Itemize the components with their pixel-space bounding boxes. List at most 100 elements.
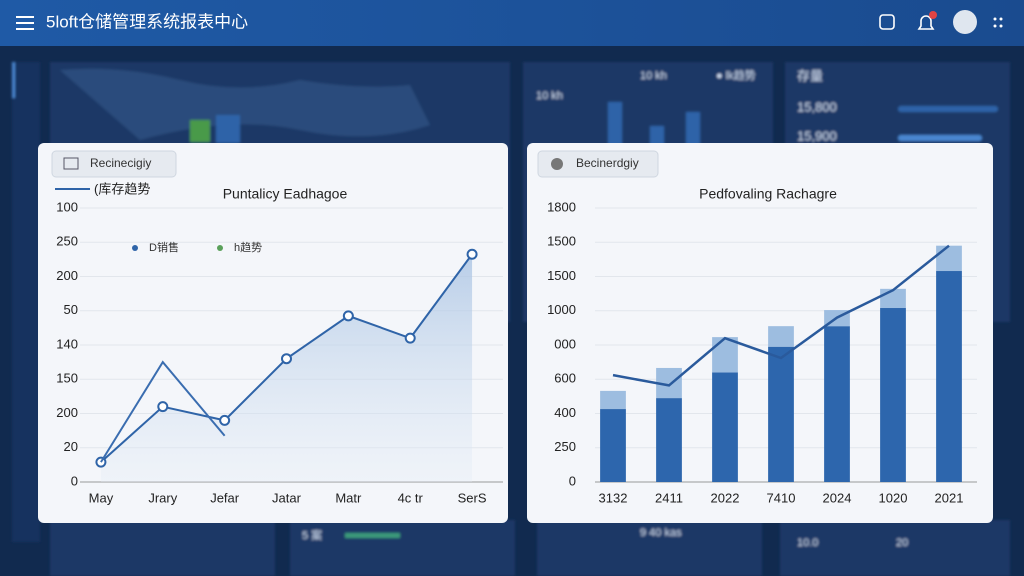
tab-label: Recinecigiy (90, 156, 151, 170)
app-title: 5loft仓储管理系统报表中心 (46, 12, 248, 31)
bg-text: 20 (896, 537, 908, 549)
y-tick-label: 0 (569, 473, 576, 488)
tab-label: Becinerdgiy (576, 156, 639, 170)
bar (880, 308, 906, 482)
bg-bar (608, 102, 622, 147)
screen-icon[interactable] (879, 14, 895, 30)
bar (936, 271, 962, 482)
x-tick-label: 2024 (823, 490, 852, 505)
map-block (190, 120, 210, 142)
panel (50, 520, 275, 576)
avatar[interactable] (953, 10, 977, 34)
x-tick-label: 7410 (767, 490, 796, 505)
bg-bar (650, 126, 664, 147)
bar (656, 398, 682, 482)
y-tick-label: 50 (64, 302, 78, 317)
y-tick-label: 1800 (547, 199, 576, 214)
y-tick-label: 400 (554, 405, 576, 420)
y-tick-label: 140 (56, 336, 78, 351)
bar (600, 409, 626, 482)
more-icon[interactable] (993, 17, 1003, 28)
point (466, 248, 478, 260)
point (157, 401, 169, 413)
sidebar (12, 62, 40, 542)
tab-icon (551, 158, 563, 170)
badge (929, 11, 937, 19)
x-tick-label: SerS (458, 490, 487, 505)
bg-text: 5 案 (302, 528, 322, 542)
point (219, 414, 231, 426)
y-tick-label: 1500 (547, 234, 576, 249)
point (281, 353, 292, 365)
y-tick-label: 1500 (547, 268, 576, 283)
bar (712, 337, 738, 373)
bg-text: 9 40 kas (640, 527, 682, 539)
bg-text: 10 kh (640, 70, 667, 82)
bg-text: 10.0 (797, 537, 818, 549)
progress (898, 135, 982, 141)
y-tick-label: 1000 (547, 302, 576, 317)
x-tick-label: Jrary (148, 490, 177, 505)
map-block (216, 115, 240, 143)
menu-icon[interactable] (16, 16, 34, 30)
x-tick-label: Matr (335, 490, 362, 505)
bar (880, 288, 906, 309)
y-tick-label: 000 (554, 336, 576, 351)
bg-text: 15,800 (797, 99, 837, 114)
legend-label: h趋势 (234, 241, 262, 254)
sidebar-active (12, 62, 15, 98)
line (100, 360, 226, 463)
bar (824, 326, 850, 482)
panel (537, 520, 762, 576)
trend-line (612, 244, 950, 387)
x-tick-label: Jefar (210, 490, 240, 505)
legend-label: (库存趋势 (94, 181, 150, 196)
x-tick-label: May (89, 490, 114, 505)
x-tick-label: 1020 (879, 490, 908, 505)
y-tick-label: 600 (554, 371, 576, 386)
panel (780, 520, 1010, 576)
bell-icon[interactable] (917, 15, 935, 30)
legend-label: D销售 (149, 240, 179, 254)
area (100, 254, 473, 482)
tab[interactable] (537, 150, 659, 178)
point (404, 332, 416, 344)
bar (768, 346, 794, 482)
progress (345, 533, 400, 538)
legend-dot (217, 245, 223, 251)
header (0, 0, 1024, 46)
legend-dot (132, 245, 138, 251)
bar (936, 245, 962, 272)
bar (768, 326, 794, 347)
x-tick-label: 2021 (935, 490, 964, 505)
panel (290, 520, 515, 576)
x-tick-label: 2411 (655, 490, 683, 505)
chart-card (527, 143, 993, 523)
progress (898, 106, 998, 112)
point (342, 310, 354, 322)
y-tick-label: 20 (64, 439, 78, 454)
y-tick-label: 100 (56, 199, 78, 214)
bg-text: 10 kh (536, 90, 563, 102)
chart-title: Pedfovaling Rachagre (699, 186, 837, 202)
chart-title: Puntalicy Eadhagoe (223, 186, 348, 202)
x-tick-label: 2022 (711, 490, 740, 505)
x-tick-label: Jatar (272, 490, 302, 505)
bar (600, 390, 626, 410)
y-tick-label: 200 (56, 405, 78, 420)
y-tick-label: 200 (56, 268, 78, 283)
x-tick-label: 3132 (599, 490, 628, 505)
x-tick-label: 4c tr (398, 490, 424, 505)
bar (712, 372, 738, 482)
y-tick-label: 250 (554, 439, 576, 454)
bg-text: ● lk趋势 (716, 69, 756, 82)
bg-text: 存量 (797, 68, 823, 83)
tab[interactable] (51, 150, 177, 178)
bg-text: 15,900 (797, 128, 837, 143)
map-shape (60, 68, 430, 140)
bg-bar (686, 112, 700, 147)
y-tick-label: 0 (71, 473, 78, 488)
y-tick-label: 250 (56, 234, 78, 249)
